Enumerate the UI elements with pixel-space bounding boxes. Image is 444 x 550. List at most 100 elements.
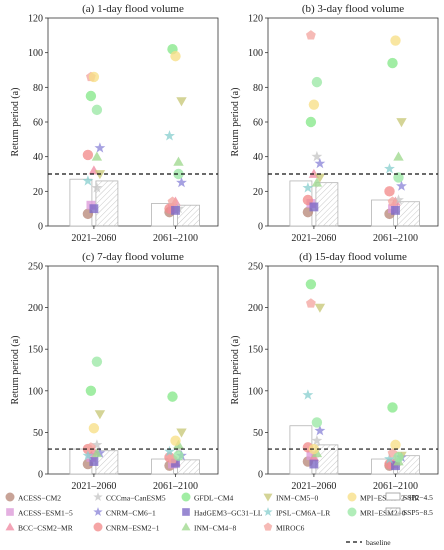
y-tick-label: 50 <box>33 428 43 439</box>
data-point <box>384 163 395 174</box>
x-tick-label: 2061–2100 <box>153 233 198 244</box>
legend-label: IPSL−CM6A−LR <box>276 509 330 518</box>
legend-label: CNRM−ESM2−1 <box>106 524 160 533</box>
bar-ssp585 <box>315 182 339 227</box>
data-point <box>88 71 100 83</box>
legend-marker <box>263 522 273 531</box>
data-point <box>396 180 407 191</box>
data-point <box>393 151 404 161</box>
data-point <box>89 457 99 466</box>
data-point <box>311 417 323 428</box>
data-point <box>91 182 103 193</box>
panel-4: (d) 15-day flood volume 0 50 100 150 200 250 Re… <box>230 251 439 492</box>
data-point <box>85 385 97 396</box>
data-point <box>91 151 103 161</box>
legend-label: INM−CM4−8 <box>194 524 236 533</box>
legend-ssp585: SSP5−8.5 <box>385 507 433 517</box>
legend-label: MRI−ESM2−0 <box>360 509 406 518</box>
data-point <box>82 149 94 161</box>
y-axis-label: Return period (a) <box>230 88 241 157</box>
data-point <box>311 76 323 88</box>
legend-item: MRI−ESM2−0 <box>347 507 406 518</box>
data-point <box>309 202 319 212</box>
data-point <box>391 461 400 471</box>
data-point <box>390 439 401 451</box>
data-point <box>311 435 323 446</box>
data-point <box>306 451 316 461</box>
legend-label: baseline <box>366 538 391 547</box>
data-point <box>176 428 187 438</box>
figure-legend: ACESS−CM2 CCCma−CanESM5 GFDL−CM4 INM−CM5−0 M… <box>5 492 433 547</box>
data-point <box>390 35 401 46</box>
data-point <box>91 448 103 458</box>
x-tick-label: 2021–2060 <box>291 233 336 244</box>
data-point <box>391 205 400 215</box>
x-tick-label: 2021–2060 <box>71 233 116 244</box>
legend-item: GFDL−CM4 <box>181 492 233 503</box>
legend-marker <box>263 493 273 502</box>
legend-baseline: baseline <box>346 538 391 547</box>
plot-frame <box>267 265 439 475</box>
legend-item: CCCma−CanESM5 <box>93 492 166 503</box>
legend-label: INM−CM5−0 <box>276 494 318 503</box>
legend-item: INM−CM4−8 <box>181 522 236 533</box>
legend-item: ACESS−CM2 <box>5 492 61 503</box>
data-point <box>85 90 97 102</box>
legend-item: CNRM−ESM2−1 <box>93 522 160 533</box>
legend-ssp245-swatch <box>385 492 401 501</box>
y-tick-label: 150 <box>248 345 263 356</box>
data-point <box>305 279 317 290</box>
data-point <box>89 204 99 214</box>
legend-label: CNRM−CM6−1 <box>106 509 156 518</box>
y-tick-label: 120 <box>248 14 263 25</box>
legend-ssp245: SSP2−4.5 <box>385 492 433 502</box>
data-point <box>387 196 398 206</box>
data-point <box>82 175 94 186</box>
legend-marker <box>5 522 15 531</box>
data-point <box>94 447 106 458</box>
legend-marker <box>263 507 273 516</box>
legend-ssp585-swatch <box>385 507 401 516</box>
y-tick-label: 60 <box>33 118 43 129</box>
legend-item: HadGEM3−GC31−LL <box>182 508 263 518</box>
legend-item: BCC−CSM2−MR <box>5 522 73 533</box>
legend-marker <box>181 522 191 531</box>
panel-title: (a) 1-day flood volume <box>82 3 184 15</box>
data-point <box>302 389 314 400</box>
y-tick-label: 20 <box>33 187 43 198</box>
bar-ssp585 <box>397 201 420 227</box>
legend-label: SSP2−4.5 <box>403 493 433 502</box>
legend-label: MIROC6 <box>276 524 305 533</box>
y-tick-label: 100 <box>248 386 263 397</box>
y-tick-label: 40 <box>253 152 263 163</box>
y-tick-label: 50 <box>253 428 263 439</box>
data-point <box>393 194 404 205</box>
legend-label: GFDL−CM4 <box>194 494 233 503</box>
data-point <box>176 176 187 188</box>
data-point <box>314 157 326 169</box>
data-point <box>306 298 316 308</box>
y-tick-label: 0 <box>258 222 263 233</box>
panel-title: (c) 7-day flood volume <box>82 251 184 263</box>
data-point <box>314 173 326 183</box>
bar-ssp585 <box>177 204 200 227</box>
legend-marker <box>6 508 14 516</box>
panel-1: (a) 1-day flood volume 0 20 40 60 80 100 120 Ret… <box>10 3 219 244</box>
legend-marker <box>347 492 357 502</box>
y-tick-label: 0 <box>38 470 43 481</box>
data-point <box>314 303 326 313</box>
legend-item: CNRM−CM6−1 <box>93 507 156 518</box>
legend-label: ACESS−ESM1−5 <box>18 509 73 518</box>
data-point <box>306 30 316 40</box>
data-point <box>396 118 407 128</box>
legend-item: IPSL−CM6A−LR <box>263 507 330 518</box>
y-tick-label: 80 <box>33 83 43 94</box>
legend-item: MIROC6 <box>263 522 305 533</box>
data-point <box>91 356 103 367</box>
y-tick-label: 80 <box>253 83 263 94</box>
y-axis-label: Return period (a) <box>10 336 21 405</box>
data-point <box>384 186 395 197</box>
legend-label: HadGEM3−GC31−LL <box>194 509 263 518</box>
data-point <box>311 150 323 162</box>
y-tick-label: 60 <box>253 118 263 129</box>
